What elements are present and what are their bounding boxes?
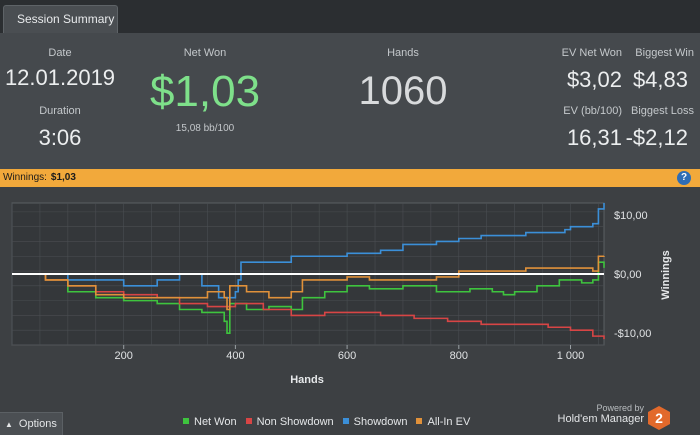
session-summary-panel: Date 12.01.2019 Duration 3:06 Net Won $1… [0,33,700,169]
product-name: Hold'em Manager [557,413,644,425]
chart-legend: Net Won Non Showdown Showdown All-In EV [183,416,479,430]
x-tick-label: 800 [450,350,468,362]
net-won-label: Net Won [183,47,227,59]
duration-label: Duration [39,105,81,117]
chart-series [12,203,605,340]
y-axis-label: Winnings [660,250,672,299]
series-line-showdown [12,203,605,299]
date-label: Date [48,47,72,59]
x-tick-label: 600 [338,350,356,362]
winnings-bar: Winnings: $1,03 ? [0,169,700,187]
net-won-value: $1,03 [149,67,261,116]
winnings-graph: 200 400 600 800 1 000 $10,00 $0,00 -$10,00 Han… [11,202,672,386]
legend-item[interactable]: Net Won [183,416,237,428]
x-tick-label: 1 000 [557,350,585,362]
legend-label: Net Won [194,416,237,428]
x-axis-ticks: 200 400 600 800 1 000 [115,345,585,362]
y-tick-label: -$10,00 [614,328,651,340]
x-axis-label: Hands [290,374,324,386]
options-label: Options [18,418,57,430]
legend-swatch [245,418,252,424]
winnings-label: Winnings: [3,172,47,183]
ev-bb-value: 16,31 [566,125,622,150]
tab-bar: Session Summary [0,0,700,33]
legend-label: Non Showdown [256,416,334,428]
ev-net-won-label: EV Net Won [561,47,622,59]
winnings-chart: 200 400 600 800 1 000 $10,00 $0,00 -$10,00 Han… [0,187,700,435]
hands-value: 1060 [358,69,448,113]
duration-value: 3:06 [38,125,82,150]
legend-item[interactable]: Non Showdown [245,416,334,428]
ev-bb-label: EV (bb/100) [563,105,622,117]
legend-swatch [183,418,189,424]
biggest-win-value: $4,83 [632,67,688,92]
x-tick-label: 400 [226,350,244,362]
legend-label: Showdown [353,416,408,428]
legend-label: All-In EV [427,416,471,428]
net-won-bb-per-100: 15,08 bb/100 [175,123,235,134]
x-tick-label: 200 [115,350,133,362]
hm2-logo-icon: 2 [648,406,670,430]
biggest-loss-value: -$2,12 [625,125,688,150]
question-icon[interactable]: ? [677,171,691,185]
options-button[interactable]: ▲ Options [0,412,63,435]
legend-swatch [416,418,423,424]
winnings-value: $1,03 [50,172,76,183]
logo-text: 2 [655,410,663,426]
y-tick-label: $0,00 [614,269,642,281]
series-line-net-won [12,261,605,334]
powered-by-label: Powered by [596,403,644,413]
hands-label: Hands [387,47,419,59]
series-line-non-showdown [12,273,605,340]
caret-up-icon: ▲ [5,420,13,429]
series-line-all-in-ev [12,255,605,311]
legend-item[interactable]: Showdown [342,416,408,428]
biggest-win-label: Biggest Win [635,47,694,59]
y-axis-ticks: $10,00 $0,00 -$10,00 [614,210,651,340]
y-tick-label: $10,00 [614,210,648,222]
biggest-loss-label: Biggest Loss [631,105,694,117]
legend-item[interactable]: All-In EV [416,416,470,428]
ev-net-won-value: $3,02 [566,67,622,92]
legend-swatch [342,418,349,424]
powered-by: Powered by Hold'em Manager [558,403,644,425]
tab-session-summary[interactable]: Session Summary [3,5,118,33]
date-value: 12.01.2019 [4,65,116,90]
